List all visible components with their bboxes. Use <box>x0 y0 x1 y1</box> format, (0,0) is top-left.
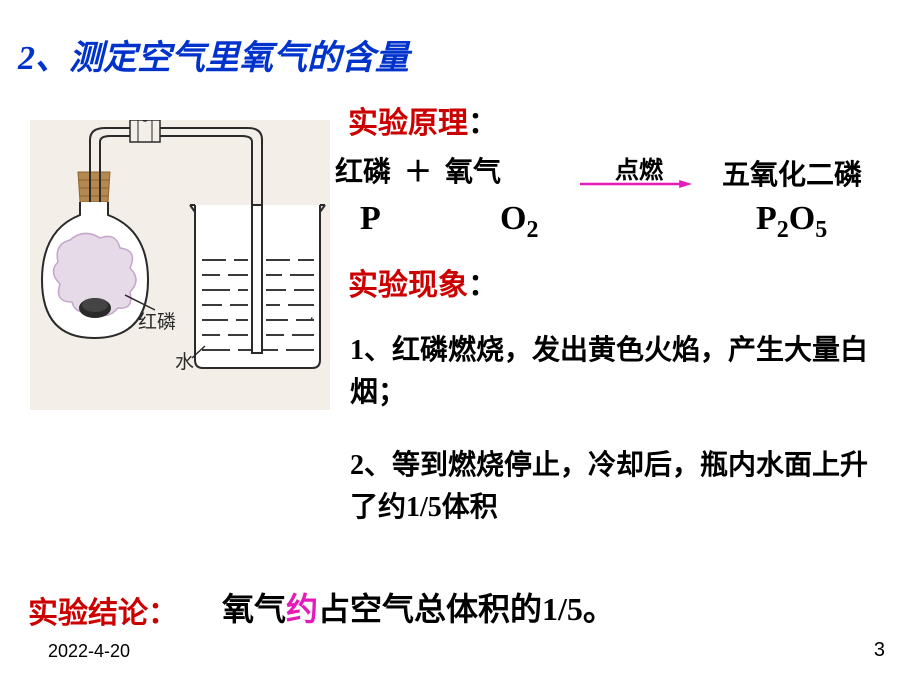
phenomenon-item-1: 1、红磷燃烧，发出黄色火焰，产生大量白烟； <box>350 330 895 414</box>
footnote-dot: . <box>310 308 314 324</box>
formula-p2o5: P2O5 <box>756 200 827 244</box>
conclusion-text: 氧气约占空气总体积的1/5。 <box>222 584 615 630</box>
diagram-label-phosphorus: 红磷 <box>138 311 176 333</box>
phenomenon-item-2: 2、等到燃烧停止，冷却后，瓶内水面上升了约1/5体积 <box>350 445 895 529</box>
experiment-diagram: 红磷 水 <box>30 120 330 410</box>
section-title: 2、测定空气里氧气的含量 <box>18 30 409 79</box>
equation-product: 五氧化二磷 <box>722 153 862 193</box>
conclusion-heading: 实验结论： <box>28 588 178 632</box>
formula-p: P <box>360 200 381 238</box>
principle-heading: 实验原理： <box>348 98 498 142</box>
equation-reactants: 红磷 ＋ 氧气 <box>335 150 501 190</box>
diagram-label-water: 水 <box>175 351 194 373</box>
reaction-arrow-icon <box>566 180 706 188</box>
formula-o2: O2 <box>500 200 538 244</box>
phenomenon-heading: 实验现象： <box>348 260 498 304</box>
page-number: 3 <box>874 639 885 662</box>
footer-date: 2022-4-20 <box>48 641 130 662</box>
